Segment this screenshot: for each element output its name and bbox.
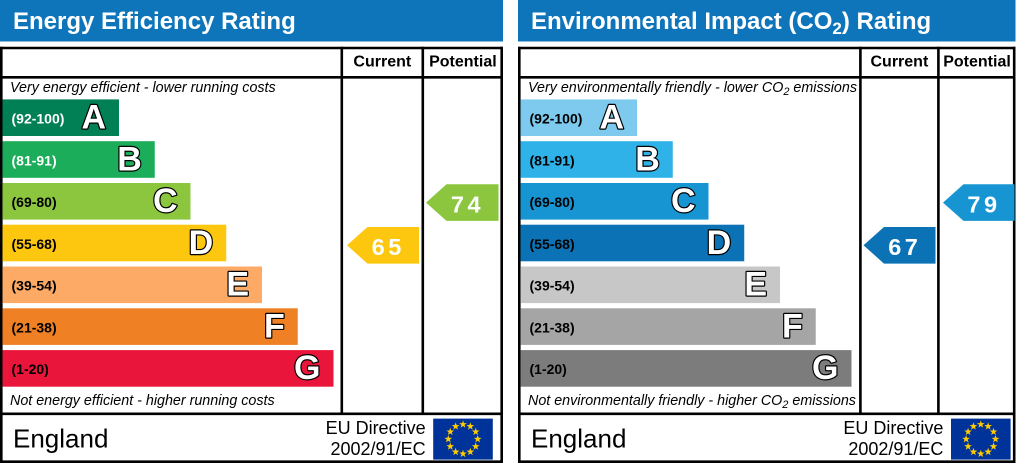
svg-text:G: G (812, 349, 838, 387)
svg-text:(39-54): (39-54) (12, 278, 57, 294)
svg-text:Very environmentally friendly: Very environmentally friendly - lower CO… (528, 80, 857, 98)
svg-text:E: E (226, 266, 249, 304)
svg-text:2002/91/EC: 2002/91/EC (331, 439, 426, 459)
svg-text:G: G (294, 349, 320, 387)
svg-text:Environmental Impact (CO2) Rat: Environmental Impact (CO2) Rating (531, 8, 931, 38)
svg-text:(81-91): (81-91) (530, 152, 575, 168)
svg-text:England: England (531, 424, 626, 454)
svg-text:C: C (671, 182, 696, 220)
svg-text:(69-80): (69-80) (530, 194, 575, 210)
svg-text:(69-80): (69-80) (12, 194, 57, 210)
svg-text:C: C (153, 182, 178, 220)
svg-text:(21-38): (21-38) (12, 319, 57, 335)
svg-text:Very energy efficient - lower: Very energy efficient - lower running co… (10, 80, 276, 96)
svg-text:Not environmentally friendly -: Not environmentally friendly - higher CO… (528, 393, 856, 411)
svg-text:D: D (707, 224, 732, 262)
svg-text:EU Directive: EU Directive (326, 418, 426, 438)
svg-text:Not energy efficient - higher: Not energy efficient - higher running co… (10, 393, 275, 409)
svg-text:D: D (189, 224, 214, 262)
svg-text:Energy Efficiency Rating: Energy Efficiency Rating (13, 8, 296, 35)
svg-text:(55-68): (55-68) (530, 236, 575, 252)
svg-text:(55-68): (55-68) (12, 236, 57, 252)
svg-text:74: 74 (451, 191, 484, 217)
svg-text:(39-54): (39-54) (530, 278, 575, 294)
svg-text:F: F (264, 307, 285, 345)
svg-text:67: 67 (888, 234, 921, 260)
svg-text:2002/91/EC: 2002/91/EC (848, 439, 943, 459)
svg-text:(92-100): (92-100) (12, 111, 65, 127)
svg-text:Potential: Potential (429, 54, 497, 71)
svg-text:EU Directive: EU Directive (843, 418, 943, 438)
svg-text:B: B (635, 140, 660, 178)
svg-text:(21-38): (21-38) (530, 319, 575, 335)
svg-text:(1-20): (1-20) (530, 361, 567, 377)
svg-text:B: B (117, 140, 142, 178)
svg-text:A: A (81, 99, 106, 137)
svg-text:65: 65 (372, 234, 405, 260)
svg-text:(1-20): (1-20) (12, 361, 49, 377)
svg-text:Current: Current (871, 54, 929, 71)
svg-text:F: F (782, 307, 803, 345)
svg-text:79: 79 (967, 191, 1000, 217)
svg-text:Current: Current (353, 54, 411, 71)
svg-text:(81-91): (81-91) (12, 152, 57, 168)
svg-text:E: E (744, 266, 767, 304)
svg-text:England: England (13, 424, 108, 454)
svg-text:(92-100): (92-100) (530, 111, 583, 127)
svg-text:A: A (599, 99, 624, 137)
svg-text:Potential: Potential (943, 54, 1011, 71)
